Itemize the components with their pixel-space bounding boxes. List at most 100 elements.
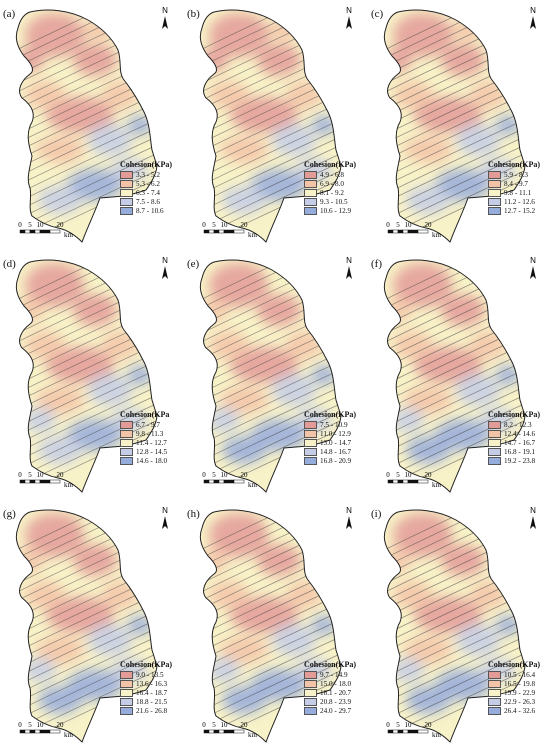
legend-range-label: 8.2 - 12.3 [504, 420, 532, 429]
legend-range-label: 7.5 - 8.6 [136, 197, 160, 206]
svg-text:N: N [346, 506, 352, 515]
legend-swatch [488, 447, 501, 456]
scale-tick-label: 20 [57, 471, 65, 479]
scale-tick-label: 5 [28, 721, 32, 729]
scale-tick-label: 0 [18, 471, 22, 479]
map-panel-g: (g) N Cohesion(KPa) 9.0 - 13.5 13.6 - 16.3 16… [0, 500, 180, 746]
legend-title: Cohesion(KPa) [304, 160, 356, 169]
scale-tick-label: 5 [28, 471, 32, 479]
legend-range-label: 11.2 - 12.6 [504, 197, 535, 206]
panel-label: (e) [187, 258, 200, 270]
svg-text:N: N [162, 6, 168, 15]
cohesion-map [15, 9, 158, 243]
map-panel-c: (c) N Cohesion(KPa) 5.9 - 8.3 8.4 - 9.7 9.8 -… [368, 0, 548, 246]
north-arrow-icon: N [530, 6, 536, 29]
legend-swatch [304, 179, 317, 188]
legend-item: 4.9 - 6.8 [304, 170, 356, 179]
legend-item: 11.0 - 12.9 [304, 429, 356, 438]
legend-range-label: 5.9 - 8.3 [504, 170, 528, 179]
legend-item: 14.7 - 16.7 [488, 438, 540, 447]
north-arrow-icon: N [346, 256, 352, 279]
legend-item: 13.6 - 16.3 [120, 679, 172, 688]
map-panel-h: (h) N Cohesion(KPa) 9.7 - 14.9 15.0 - 18.0 18… [184, 500, 364, 746]
legend-item: 18.1 - 20.7 [304, 688, 356, 697]
legend-range-label: 18.1 - 20.7 [320, 688, 352, 697]
legend-range-label: 9.8 - 11.1 [504, 188, 532, 197]
map-panel-b: (b) N Cohesion(KPa) 4.9 - 6.8 6.9 - 8.0 8.1 -… [184, 0, 364, 246]
svg-text:N: N [162, 256, 168, 265]
legend-swatch [304, 670, 317, 679]
legend-swatch [488, 688, 501, 697]
legend-swatch [488, 456, 501, 465]
scale-tick-label: 20 [57, 721, 65, 729]
legend-item: 9.8 - 11.3 [120, 429, 169, 438]
legend-item: 5.3 - 6.2 [120, 179, 172, 188]
legend-range-label: 13.6 - 16.3 [136, 679, 168, 688]
scale-bar: 0 5 10 20 km [202, 721, 257, 739]
scale-tick-label: 0 [386, 471, 390, 479]
legend-swatch [304, 438, 317, 447]
map-panel-d: (d) N Cohesion(KPa 6.7 - 9.7 9.8 - 11.3 11.4 … [0, 250, 180, 496]
legend-range-label: 8.7 - 10.6 [136, 206, 164, 215]
legend-item: 11.2 - 12.6 [488, 197, 540, 206]
svg-text:N: N [530, 6, 536, 15]
legend-swatch [488, 170, 501, 179]
panel-label: (a) [3, 8, 16, 20]
cohesion-map [199, 259, 342, 493]
scale-unit: km [432, 481, 442, 489]
legend-swatch [120, 197, 133, 206]
legend-range-label: 26.4 - 32.6 [504, 706, 536, 715]
legend-swatch [304, 429, 317, 438]
panel-label: (i) [371, 508, 382, 520]
legend-range-label: 16.5 - 19.8 [504, 679, 536, 688]
legend-range-label: 9.0 - 13.5 [136, 670, 164, 679]
legend-title: Cohesion(KPa) [488, 160, 540, 169]
legend-title: Cohesion(KPa) [304, 410, 356, 419]
legend-range-label: 24.0 - 29.7 [320, 706, 352, 715]
scale-bar: 0 5 10 20 km [202, 221, 257, 239]
north-arrow-icon: N [162, 506, 168, 529]
map-panel-a: (a) N Cohesion(KPa) 3.3 - 5.2 5.3 - 6.2 6.3 -… [0, 0, 180, 246]
legend-item: 16.4 - 18.7 [120, 688, 172, 697]
legend-item: 21.6 - 26.8 [120, 706, 172, 715]
legend-range-label: 22.9 - 26.3 [504, 697, 536, 706]
legend: Cohesion(KPa) 9.7 - 14.9 15.0 - 18.0 18.1 -… [304, 661, 356, 715]
legend-swatch [120, 206, 133, 215]
legend-item: 9.3 - 10.5 [304, 197, 356, 206]
legend-range-label: 18.8 - 21.5 [136, 697, 168, 706]
panel-label: (b) [187, 8, 200, 20]
cohesion-map [199, 9, 342, 243]
legend-swatch [120, 179, 133, 188]
legend-item: 9.8 - 11.1 [488, 188, 540, 197]
legend: Cohesion(KPa) 9.0 - 13.5 13.6 - 16.3 16.4 -… [120, 661, 172, 715]
legend-item: 16.5 - 19.8 [488, 679, 540, 688]
legend-item: 19.2 - 23.8 [488, 456, 540, 465]
legend-range-label: 20.8 - 23.9 [320, 697, 352, 706]
cohesion-map [199, 509, 342, 743]
legend-range-label: 11.4 - 12.7 [136, 438, 167, 447]
scale-unit: km [248, 481, 258, 489]
scale-unit: km [64, 731, 74, 739]
legend-range-label: 14.6 - 18.0 [136, 456, 168, 465]
map-panel-i: (i) N Cohesion(KPa) 10.5 - 16.4 16.5 - 19.8 1… [368, 500, 548, 746]
legend-range-label: 19.2 - 23.8 [504, 456, 536, 465]
panel-label: (d) [3, 258, 16, 270]
scale-tick-label: 5 [396, 721, 400, 729]
legend-swatch [488, 429, 501, 438]
legend-title: Cohesion(KPa) [488, 660, 540, 669]
legend-swatch [120, 429, 133, 438]
legend-item: 16.8 - 20.9 [304, 456, 356, 465]
scale-tick-label: 10 [37, 721, 45, 729]
legend: Cohesion(KPa) 10.5 - 16.4 16.5 - 19.8 19.9 … [488, 661, 540, 715]
panel-label: (f) [371, 258, 382, 270]
north-arrow-icon: N [162, 256, 168, 279]
legend-range-label: 6.7 - 9.7 [136, 420, 160, 429]
scale-tick-label: 10 [221, 471, 229, 479]
legend-swatch [488, 179, 501, 188]
scale-tick-label: 5 [212, 721, 216, 729]
north-arrow-icon: N [530, 256, 536, 279]
legend-range-label: 3.3 - 5.2 [136, 170, 160, 179]
legend-range-label: 21.6 - 26.8 [136, 706, 168, 715]
scale-tick-label: 10 [37, 221, 45, 229]
scale-tick-label: 20 [425, 471, 433, 479]
